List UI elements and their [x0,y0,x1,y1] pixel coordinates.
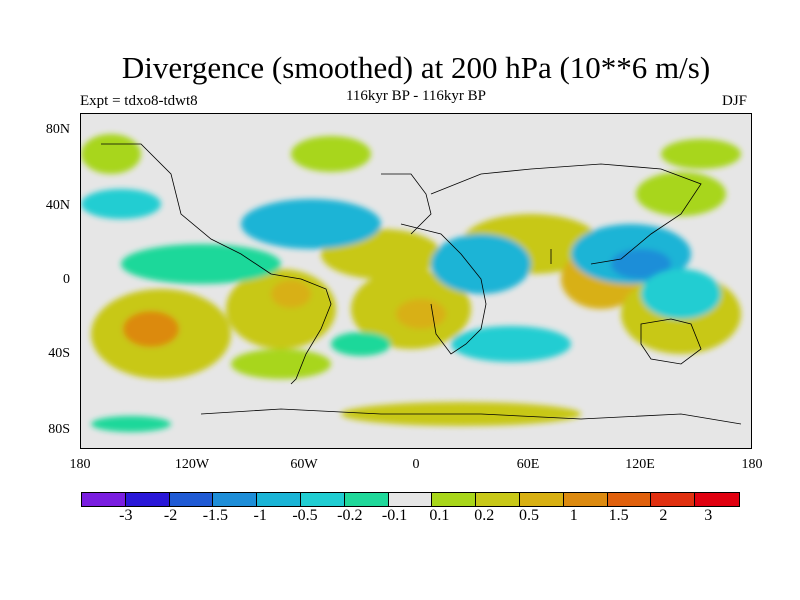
lon-label-120e: 120E [625,457,655,472]
colorbar-swatch [125,493,170,506]
colorbar-swatch [563,493,608,506]
map-panel [80,113,752,449]
colorbar-swatch [695,493,739,506]
divergence-field [81,134,742,432]
colorbar-tick-label: 0.2 [474,507,495,524]
lat-label-0: 0 [63,272,70,287]
colorbar-swatch [300,493,345,506]
shaded-divergence [81,134,741,432]
chart-title: Divergence (smoothed) at 200 hPa (10**6 … [121,50,711,85]
colorbar-tick-label: 3 [704,507,713,524]
colorbar-tick-label: -0.1 [381,507,408,524]
colorbar-tick-label: -2 [163,507,178,524]
colorbar-tick-label: -1.5 [202,507,229,524]
colorbar-tick-label: 1 [569,507,578,524]
period-subtitle: 116kyr BP - 116kyr BP [345,88,486,104]
colorbar-tick-label: -3 [119,507,133,524]
lon-label-60e: 60E [516,457,540,472]
experiment-label: Expt = tdxo8-tdwt8 [80,93,198,109]
colorbar-tick-label: 0.1 [429,507,450,524]
colorbar-tick-label: -1 [253,507,267,524]
colorbar-swatch [213,493,258,506]
lon-label-180w: 180 [69,457,91,472]
colorbar-tick-label: 1.5 [608,507,629,524]
colorbar-swatch [388,493,433,506]
lon-label-180e: 180 [741,457,763,472]
lon-label-60w: 60W [290,457,318,472]
colorbar-swatch [651,493,696,506]
colorbar-swatch [607,493,652,506]
lat-label-40n: 40N [45,198,70,213]
colorbar-swatch [519,493,564,506]
season-label: DJF [722,93,748,109]
colorbar [81,492,740,507]
colorbar-tick-label: 0.5 [519,507,539,524]
coastlines [101,143,742,425]
colorbar-swatch [476,493,520,506]
colorbar-tick-label: 2 [659,507,668,524]
colorbar-tick-label: -0.5 [292,507,318,524]
lon-label-0: 0 [412,457,420,472]
colorbar-swatch [82,493,126,506]
colorbar-tick-label: -0.2 [337,507,363,524]
lat-label-80n: 80N [45,122,70,137]
lon-label-120w: 120W [174,457,210,472]
colorbar-swatch [169,493,214,506]
colorbar-swatch [344,493,389,506]
colorbar-swatch [257,493,301,506]
lat-label-80s: 80S [48,422,70,437]
lat-label-40s: 40S [48,346,70,361]
colorbar-swatch [432,493,477,506]
